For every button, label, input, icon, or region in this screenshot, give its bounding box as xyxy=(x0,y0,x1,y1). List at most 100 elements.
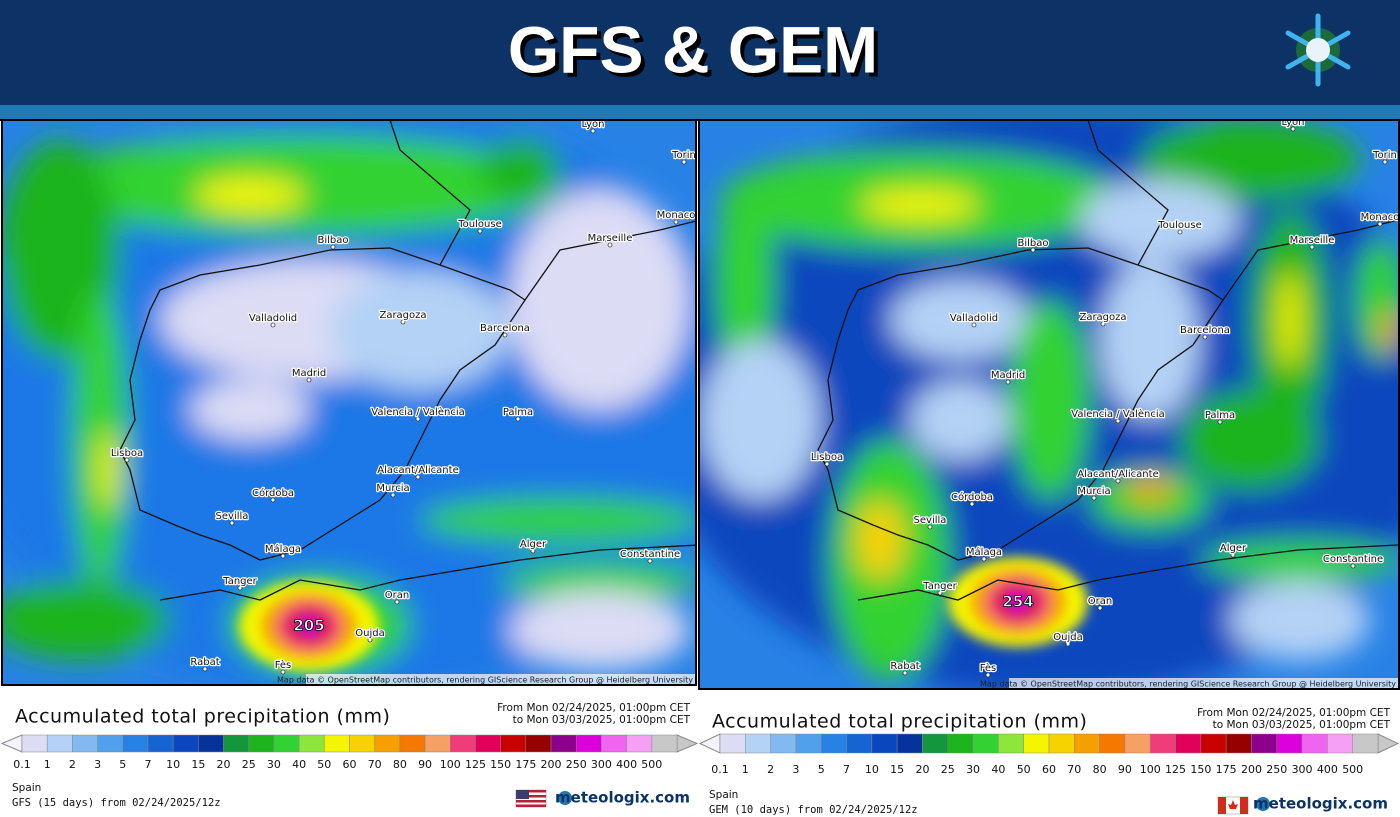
city-dot xyxy=(1065,641,1071,647)
colorbar-swatch xyxy=(651,734,678,753)
precip-area xyxy=(1125,478,1175,502)
colorbar-label: 100 xyxy=(1140,763,1161,776)
colorbar-label: 150 xyxy=(490,758,511,771)
city-label: Lyon xyxy=(581,119,604,130)
precip-area xyxy=(480,140,560,200)
precip-area xyxy=(1380,310,1399,350)
colorbar-swatch xyxy=(1276,733,1303,754)
colorbar-swatch xyxy=(1074,733,1100,754)
colorbar-swatch xyxy=(846,733,873,754)
city-dot xyxy=(202,666,208,672)
colorbar-swatch xyxy=(122,734,149,753)
coastline xyxy=(817,247,1224,561)
city-dot xyxy=(530,548,536,554)
colorbar-label: 125 xyxy=(465,758,486,771)
model-run: GEM (10 days) from 02/24/2025/12z xyxy=(709,804,918,816)
city-label: Torin xyxy=(671,150,696,161)
city-label: Valladolid xyxy=(950,313,998,324)
precip-max-ring xyxy=(298,617,320,635)
attribution: Map data © OpenStreetMap contributors, r… xyxy=(980,680,1396,689)
city-label: Constantine xyxy=(1323,554,1383,565)
city-label: Torin xyxy=(1372,150,1397,161)
colorbar-swatch xyxy=(998,733,1024,754)
precip-area xyxy=(1140,120,1360,200)
coastline xyxy=(1087,120,1169,266)
city-dot xyxy=(1100,321,1106,327)
colorbar-label: 500 xyxy=(641,758,662,771)
colorbar-label: 7 xyxy=(843,763,850,776)
colorbar-label: 250 xyxy=(566,758,587,771)
map-panel: Lyon Torin Monaco Toulouse Marseille Bilbao Va… xyxy=(698,119,1400,816)
colorbar-label: 2 xyxy=(767,763,774,776)
city-label: Oujda xyxy=(1053,632,1082,643)
city-label: Alger xyxy=(520,539,547,550)
colorbar-label: 80 xyxy=(1093,763,1107,776)
city-label: Málaga xyxy=(966,546,1002,558)
precip-area xyxy=(98,430,118,510)
colorbar-swatch xyxy=(1327,733,1353,754)
colorbar-swatch xyxy=(324,734,350,753)
map-panel: Lyon Torin Monaco Toulouse Marseille Bilbao Va… xyxy=(0,119,699,809)
header-strip xyxy=(0,105,1400,119)
colorbar-swatch xyxy=(424,734,451,753)
city-label: Fès xyxy=(275,659,292,671)
precip-max-ring xyxy=(1007,593,1029,611)
city-dot xyxy=(985,672,991,678)
city-label: Valencia / València xyxy=(1071,408,1164,420)
colorbar-swatch xyxy=(947,733,974,754)
panels: Lyon Torin Monaco Toulouse Marseille Bilbao Va… xyxy=(0,119,1400,816)
city-label: Palma xyxy=(503,407,533,418)
map: Lyon Torin Monaco Toulouse Marseille Bilbao Va… xyxy=(2,119,696,685)
colorbar-swatch xyxy=(871,733,898,754)
colorbar-label: 70 xyxy=(368,758,382,771)
colorbar-label: 150 xyxy=(1190,763,1211,776)
city-dot xyxy=(1097,605,1103,611)
colorbar-swatch xyxy=(575,734,602,753)
precip-area xyxy=(510,190,690,410)
city-label: Oran xyxy=(1088,596,1112,607)
attribution-bg xyxy=(306,674,696,685)
colorbar-label: 200 xyxy=(1241,763,1262,776)
city-dot xyxy=(1350,563,1356,569)
precip-field xyxy=(699,120,1399,689)
colorbar-label: 20 xyxy=(915,763,929,776)
colorbar-label: 400 xyxy=(1317,763,1338,776)
brand-icon xyxy=(1256,797,1270,811)
colorbar-swatch xyxy=(147,734,174,753)
brand: meteologix.com xyxy=(1253,795,1388,813)
city-dot xyxy=(502,332,508,338)
precip-area xyxy=(195,177,305,213)
colorbar-swatch xyxy=(198,734,224,753)
city-dot xyxy=(270,322,276,328)
colorbar-swatch xyxy=(745,733,771,754)
city-dot xyxy=(415,474,421,480)
precip-area xyxy=(1080,180,1240,260)
precip-area xyxy=(72,290,128,590)
precip-field xyxy=(2,120,696,685)
colorbar-label: 60 xyxy=(343,758,357,771)
precip-area xyxy=(715,180,775,380)
colorbar-swatch xyxy=(896,733,923,754)
colorbar-label: 7 xyxy=(144,758,151,771)
city-label: Sevilla xyxy=(914,515,947,526)
brand-icon xyxy=(558,791,572,805)
colorbar-swatch xyxy=(1225,733,1252,754)
precip-area xyxy=(1278,270,1302,370)
city-label: Marseille xyxy=(588,233,633,244)
legend-title: Accumulated total precipitation (mm) xyxy=(712,711,1087,733)
date-to: to Mon 03/03/2025, 01:00pm CET xyxy=(513,714,691,726)
map: Lyon Torin Monaco Toulouse Marseille Bilbao Va… xyxy=(699,120,1399,689)
city-dot xyxy=(1030,247,1036,253)
colorbar-swatch xyxy=(795,733,822,754)
colorbar-label: 15 xyxy=(890,763,904,776)
colorbar-swatch xyxy=(1175,733,1202,754)
city-label: Alacant/Alicante xyxy=(1077,469,1158,480)
model-run: GFS (15 days) from 02/24/2025/12z xyxy=(12,797,221,809)
city-label: Valencia / València xyxy=(371,406,464,418)
colorbar-label: 25 xyxy=(941,763,955,776)
region: Spain xyxy=(709,789,738,801)
city-dot xyxy=(971,322,977,328)
colorbar-swatch xyxy=(1048,733,1075,754)
colorbar-label: 90 xyxy=(418,758,432,771)
